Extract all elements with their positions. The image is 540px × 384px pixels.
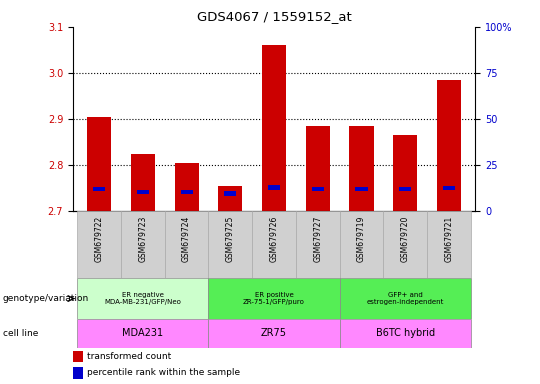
- Text: GSM679722: GSM679722: [94, 216, 104, 262]
- Bar: [268, 185, 280, 190]
- Bar: [443, 186, 455, 190]
- Text: GSM679719: GSM679719: [357, 216, 366, 262]
- Bar: [208, 211, 252, 278]
- Bar: [340, 278, 471, 319]
- Bar: [77, 319, 208, 348]
- Text: GSM679721: GSM679721: [444, 216, 454, 262]
- Text: genotype/variation: genotype/variation: [3, 294, 89, 303]
- Text: GSM679720: GSM679720: [401, 216, 410, 262]
- Bar: [437, 80, 461, 211]
- Text: ER negative
MDA-MB-231/GFP/Neo: ER negative MDA-MB-231/GFP/Neo: [104, 292, 181, 305]
- Bar: [306, 126, 330, 211]
- Text: cell line: cell line: [3, 329, 38, 338]
- Text: GSM679723: GSM679723: [138, 216, 147, 262]
- Bar: [208, 319, 340, 348]
- Bar: [87, 117, 111, 211]
- Bar: [208, 278, 340, 319]
- Bar: [340, 319, 471, 348]
- Text: B6TC hybrid: B6TC hybrid: [376, 328, 435, 338]
- Title: GDS4067 / 1559152_at: GDS4067 / 1559152_at: [197, 10, 352, 23]
- Text: GFP+ and
estrogen-independent: GFP+ and estrogen-independent: [367, 292, 444, 305]
- Bar: [218, 186, 242, 211]
- Bar: [355, 187, 368, 191]
- Text: GSM679724: GSM679724: [182, 216, 191, 262]
- Bar: [77, 211, 121, 278]
- Bar: [383, 211, 427, 278]
- Text: GSM679727: GSM679727: [313, 216, 322, 262]
- Bar: [73, 367, 83, 379]
- Bar: [174, 163, 199, 211]
- Bar: [399, 187, 411, 191]
- Bar: [312, 187, 324, 191]
- Text: ZR75: ZR75: [261, 328, 287, 338]
- Bar: [93, 187, 105, 191]
- Bar: [77, 278, 208, 319]
- Bar: [262, 45, 286, 211]
- Text: GSM679726: GSM679726: [269, 216, 279, 262]
- Bar: [296, 211, 340, 278]
- Bar: [349, 126, 374, 211]
- Bar: [427, 211, 471, 278]
- Bar: [165, 211, 208, 278]
- Bar: [252, 211, 296, 278]
- Text: MDA231: MDA231: [122, 328, 164, 338]
- Bar: [137, 190, 149, 194]
- Bar: [340, 211, 383, 278]
- Text: GSM679725: GSM679725: [226, 216, 235, 262]
- Text: percentile rank within the sample: percentile rank within the sample: [87, 369, 240, 377]
- Bar: [131, 154, 155, 211]
- Bar: [224, 191, 237, 196]
- Bar: [73, 351, 83, 362]
- Bar: [180, 190, 193, 194]
- Bar: [393, 135, 417, 211]
- Text: transformed count: transformed count: [87, 352, 171, 361]
- Text: ER positive
ZR-75-1/GFP/puro: ER positive ZR-75-1/GFP/puro: [243, 292, 305, 305]
- Bar: [121, 211, 165, 278]
